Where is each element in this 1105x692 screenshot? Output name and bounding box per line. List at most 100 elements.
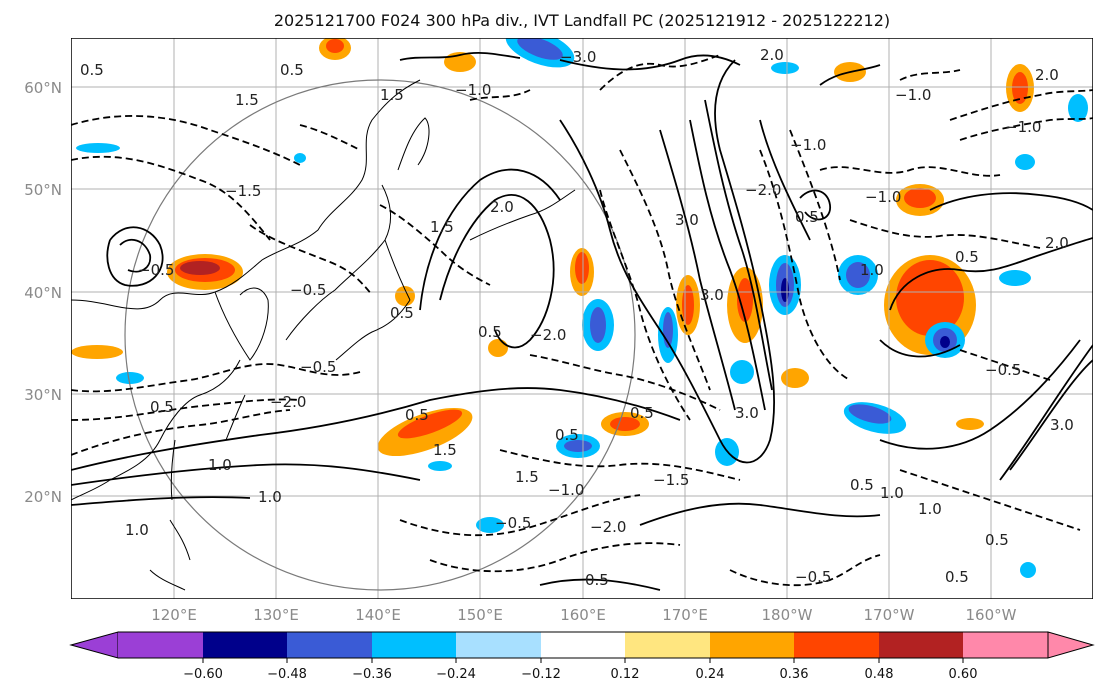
map-area: 1.5 −1.0 2.0 −1.5 −0.5 −0.5 −0.5 −2.0 1.… (71, 38, 1093, 599)
colorbar-tick-label: 0.24 (696, 667, 725, 682)
contour-label: 0.5 (955, 248, 979, 266)
lon-label: 170°E (662, 606, 708, 624)
positive-shade (575, 252, 589, 284)
contour-label: 3.0 (675, 211, 699, 229)
colorbar-tick-label: 0.60 (949, 667, 978, 682)
contour-label: −0.5 (795, 568, 831, 586)
lon-label: 170°W (864, 606, 915, 624)
colorbar-segment (287, 632, 372, 658)
contour-label: −3.0 (560, 48, 596, 66)
contour-label: 0.5 (150, 398, 174, 416)
contour-label: 0.5 (405, 406, 429, 424)
negative-shade (517, 38, 563, 60)
lon-label: 160°W (966, 606, 1017, 624)
positive-shade (781, 368, 809, 388)
contour-label: 0.5 (850, 476, 874, 494)
figure-title: 2025121700 F024 300 hPa div., IVT Landfa… (274, 11, 890, 30)
colorbar-segment (625, 632, 710, 658)
contour-label: 2.0 (760, 46, 784, 64)
positive-shade (904, 188, 936, 208)
colorbar-tick-label: −0.48 (267, 667, 307, 682)
colorbar-tick-label: −0.36 (352, 667, 392, 682)
contour-label: −0.5 (290, 281, 326, 299)
contour-label: 3.0 (735, 404, 759, 422)
longitude-labels: 120°E 130°E 140°E 150°E 160°E 170°E 180°… (151, 606, 1016, 624)
negative-shade (781, 278, 789, 302)
contour-label: 1.0 (125, 521, 149, 539)
negative-shade (730, 360, 754, 384)
contour-label: 0.5 (630, 404, 654, 422)
contour-label: 1.0 (860, 261, 884, 279)
positive-shade (956, 418, 984, 430)
lat-label: 60°N (24, 79, 62, 97)
contour-label: 1.5 (430, 218, 454, 236)
contour-label: −1.0 (1005, 118, 1041, 136)
contour-label: 2.0 (1045, 234, 1069, 252)
contour-label: 1.5 (515, 468, 539, 486)
contour-label: 0.5 (80, 61, 104, 79)
negative-shade (771, 62, 799, 74)
contour-label: −0.5 (300, 358, 336, 376)
colorbar-extend-high (1047, 631, 1095, 659)
contour-label: −0.5 (495, 514, 531, 532)
contour-label: −1.5 (225, 182, 261, 200)
lon-label: 120°E (151, 606, 197, 624)
contour-label: 2.0 (490, 198, 514, 216)
colorbar-segment (456, 632, 541, 658)
negative-shade (116, 372, 144, 384)
positive-shade (71, 345, 123, 359)
negative-shade (848, 404, 892, 424)
colorbar-segment (794, 632, 879, 658)
contour-label: 0.5 (585, 571, 609, 589)
colorbar-segment (710, 632, 794, 658)
contour-label: 0.5 (795, 208, 819, 226)
negative-shade (476, 517, 504, 533)
contour-label: 1.0 (918, 500, 942, 518)
contour-label: −0.5 (985, 361, 1021, 379)
positive-shade (180, 261, 220, 275)
lat-label: 50°N (24, 181, 62, 199)
contour-label: −2.0 (590, 518, 626, 536)
contour-label: −1.5 (653, 471, 689, 489)
coastlines (71, 79, 576, 591)
contour-label: 1.5 (380, 86, 404, 104)
negative-shade (1015, 154, 1035, 170)
latitude-labels: 60°N 50°N 40°N 30°N 20°N (24, 79, 62, 506)
contour-label: 1.0 (880, 484, 904, 502)
colorbar-tick-label: 0.36 (780, 667, 809, 682)
positive-shade (1012, 72, 1028, 104)
contour-label: 1.0 (208, 456, 232, 474)
contour-label: 1.5 (433, 441, 457, 459)
contour-label: −2.0 (270, 393, 306, 411)
contour-label: 0.5 (390, 304, 414, 322)
colorbar-tick-label: 0.12 (611, 667, 640, 682)
contour-label: −2.0 (530, 326, 566, 344)
lat-label: 20°N (24, 488, 62, 506)
colorbar-segment (203, 632, 287, 658)
positive-shade (737, 278, 753, 322)
negative-shade (564, 440, 592, 452)
colorbar-segment (541, 632, 625, 658)
lon-label: 180°W (762, 606, 813, 624)
colorbar: −0.60 −0.48 −0.36 −0.24 −0.12 0.12 0.24 … (69, 631, 1095, 682)
colorbar-tick-label: −0.60 (183, 667, 223, 682)
contour-label: 0.5 (478, 323, 502, 341)
lat-label: 30°N (24, 386, 62, 404)
landfall-domain-circle (124, 79, 636, 591)
contour-label: 0.5 (985, 531, 1009, 549)
lon-label: 150°E (457, 606, 503, 624)
negative-shade (76, 143, 120, 153)
contour-label: 1.0 (258, 488, 282, 506)
contour-label: 3.0 (700, 286, 724, 304)
lon-label: 160°E (560, 606, 606, 624)
positive-shade (395, 286, 415, 306)
positive-shade (488, 339, 508, 357)
colorbar-segment (879, 632, 963, 658)
lon-label: 140°E (355, 606, 401, 624)
contour-label: −2.0 (745, 181, 781, 199)
contour-label: −1.0 (455, 81, 491, 99)
contour-label: −1.0 (895, 86, 931, 104)
negative-shade (294, 153, 306, 163)
lon-label: 130°E (253, 606, 299, 624)
contour-label: −1.0 (548, 481, 584, 499)
